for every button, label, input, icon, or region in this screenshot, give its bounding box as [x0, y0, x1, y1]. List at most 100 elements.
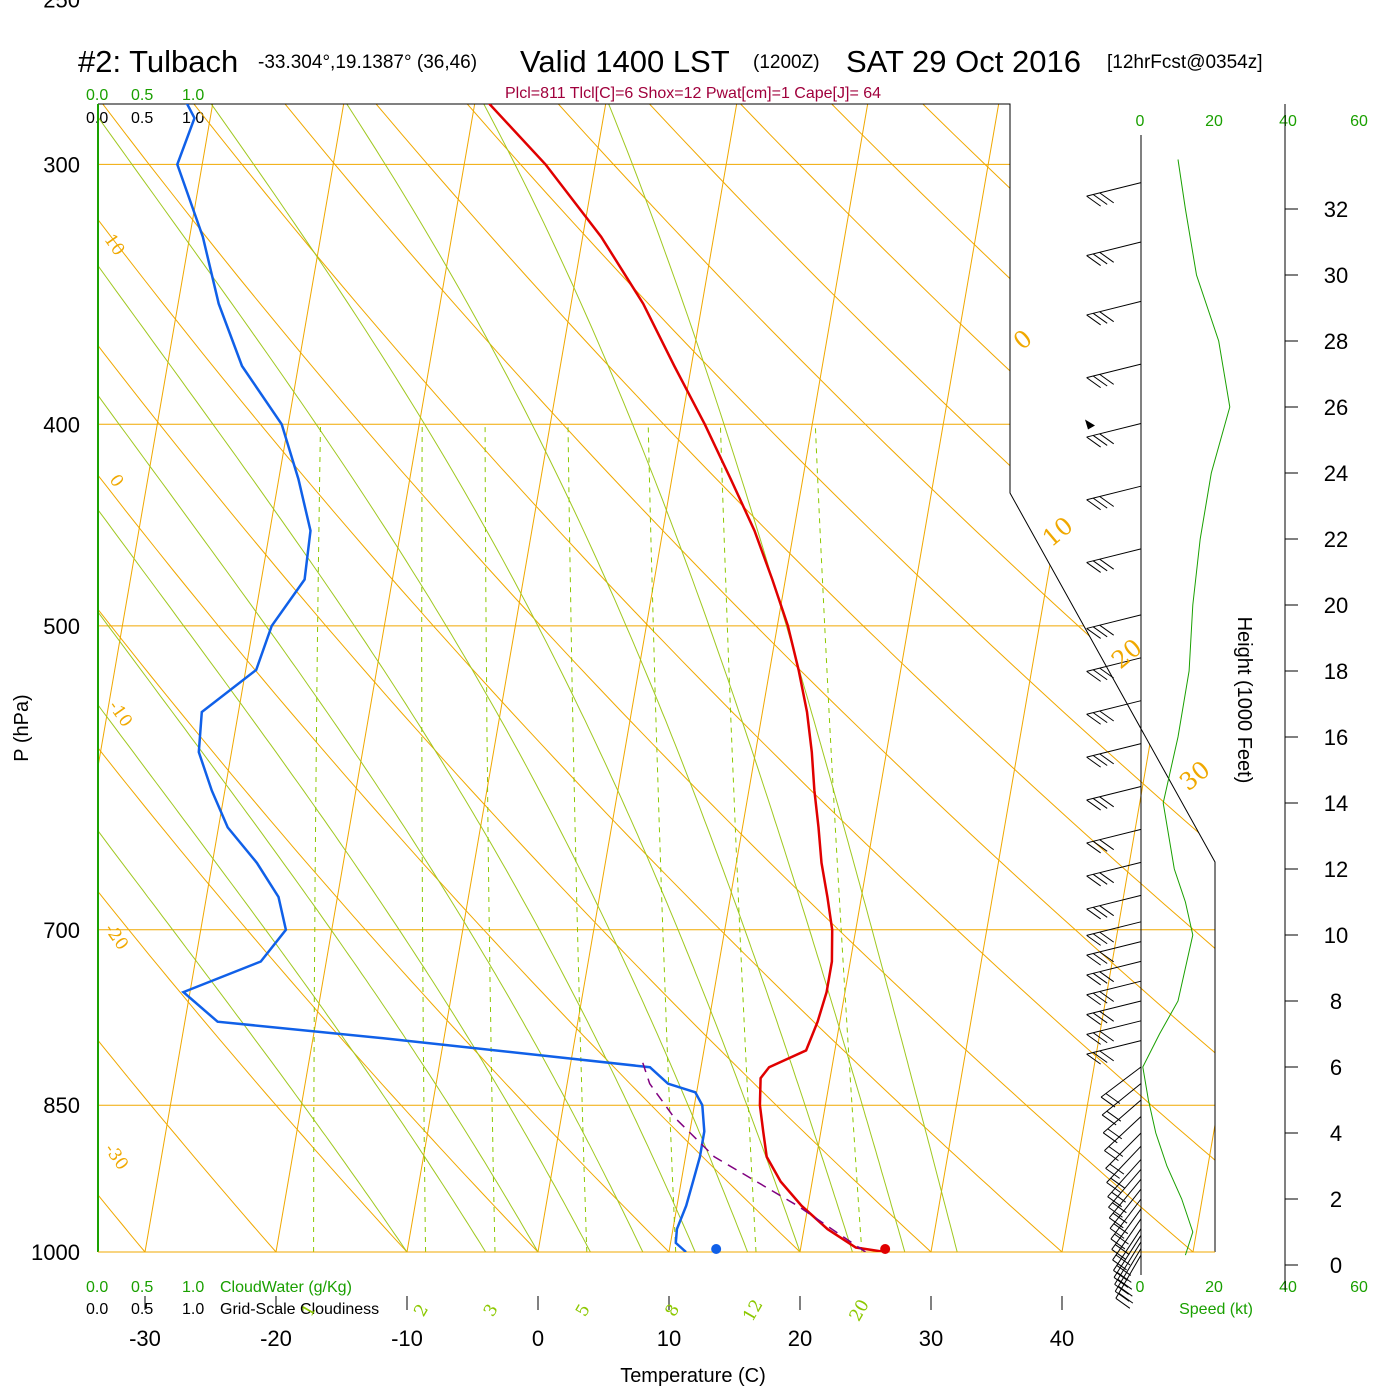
- cloud-scale-bottom: 0.0 0.5 1.0 CloudWater (g/Kg) 0.0 0.5 1.…: [86, 1279, 379, 1318]
- temperature-tick-label: -20: [260, 1326, 292, 1351]
- pressure-axis-title: P (hPa): [11, 694, 33, 761]
- wind-barb-pennant: [1085, 419, 1095, 430]
- moist-adiabat-line: [98, 104, 408, 1252]
- mixing-ratio-line: [647, 424, 677, 1252]
- pressure-axis: 250 300 400 500 700 850 1000: [31, 0, 80, 1265]
- height-tick-label: 30: [1324, 263, 1348, 288]
- cloudiness-tick-bottom: 0.0: [86, 1301, 108, 1318]
- stability-indices: Plcl=811 Tlcl[C]=6 Shox=12 Pwat[cm]=1 Ca…: [505, 85, 881, 102]
- wind-barb: [1086, 182, 1142, 207]
- forecast-run: [12hrFcst@0354z]: [1107, 52, 1263, 73]
- cloudwater-tick-bottom: 0.0: [86, 1279, 108, 1296]
- cloudwater-tick-top: 0.5: [131, 87, 153, 104]
- isotherm-line: [799, 104, 1024, 1252]
- wind-barb: [1100, 1066, 1142, 1108]
- wind-barb: [1086, 1040, 1142, 1065]
- isotherm-label: -20: [100, 920, 132, 954]
- dry-adiabat-line: [98, 104, 989, 1252]
- cloudwater-tick-top: 1.0: [182, 87, 204, 104]
- wind-barb: [1086, 657, 1142, 682]
- profiles: [150, 104, 886, 1252]
- wind-barb: [1086, 614, 1142, 639]
- wind-barb: [1086, 828, 1142, 854]
- dry-adiabat-line: [259, 104, 1215, 1252]
- wind-barb: [1107, 1159, 1142, 1208]
- zulu-time: (1200Z): [753, 52, 820, 73]
- moist-adiabat-line: [98, 104, 487, 1252]
- mixing-ratio-label: 2: [410, 1301, 433, 1320]
- moist-adiabat-line: [403, 104, 906, 1252]
- dry-adiabat-line: [1306, 0, 1400, 1305]
- cloudwater-tick-top: 0.0: [86, 87, 108, 104]
- isotherm-line: [537, 104, 762, 1252]
- pressure-tick-label: 700: [43, 918, 80, 943]
- speed-tick-top: 60: [1350, 113, 1368, 130]
- speed-tick-bottom: 60: [1350, 1279, 1368, 1296]
- height-tick-label: 26: [1324, 395, 1348, 420]
- mixing-ratio-label: 3: [480, 1301, 503, 1320]
- wind-barb: [1086, 700, 1142, 725]
- height-tick-label: 24: [1324, 461, 1348, 486]
- dry-adiabat-line: [98, 104, 1123, 1252]
- temperature-axis-title: Temperature (C): [620, 1365, 766, 1387]
- valid-time: Valid 1400 LST: [520, 44, 730, 79]
- moist-adiabat-line: [110, 104, 801, 1252]
- isotherm-label: 10: [100, 231, 129, 260]
- station-coords: -33.304°,19.1387° (36,46): [258, 52, 477, 73]
- temperature-tick-label: 40: [1050, 1326, 1074, 1351]
- parcel-trace: [642, 1062, 866, 1252]
- wind-barb: [1104, 1116, 1142, 1162]
- isotherm-line: [98, 104, 238, 1252]
- wind-barb: [1102, 1099, 1142, 1144]
- height-tick-label: 32: [1324, 197, 1348, 222]
- height-tick-label: 14: [1324, 791, 1348, 816]
- plot-frame: [98, 103, 1216, 1252]
- wind-barb: [1086, 980, 1142, 1006]
- cloudwater-label: CloudWater (g/Kg): [220, 1279, 352, 1296]
- moist-adiabat-line: [98, 104, 696, 1252]
- isotherm-label: 30: [1174, 755, 1215, 796]
- surface-temperature-dot: [880, 1244, 891, 1254]
- cloudiness-tick-bottom: 1.0: [182, 1301, 204, 1318]
- pressure-tick-label: 300: [43, 152, 80, 177]
- thermo-grid: [98, 0, 1400, 1305]
- mixing-ratio-line: [484, 424, 496, 1252]
- cloudwater-tick-bottom: 1.0: [182, 1279, 204, 1296]
- speed-tick-top: 0: [1136, 113, 1145, 130]
- isotherm-line: [406, 104, 631, 1252]
- dewpoint-profile: [150, 104, 706, 1252]
- height-tick-label: 2: [1330, 1187, 1342, 1212]
- temperature-axis: -30 -20 -10 0 10 20 30 40: [129, 1296, 1074, 1351]
- mixing-ratio-label: 8: [661, 1301, 684, 1320]
- temperature-tick-label: -10: [391, 1326, 423, 1351]
- pressure-tick-label: 250: [43, 0, 80, 13]
- dry-adiabat-line: [98, 104, 723, 1252]
- isotherm-line: [144, 104, 369, 1252]
- dry-adiabat-line: [172, 104, 1215, 1252]
- temperature-tick-label: 30: [919, 1326, 943, 1351]
- isotherm-line: [275, 104, 500, 1252]
- moist-adiabat-line: [98, 104, 644, 1252]
- dry-adiabat-line: [346, 104, 1215, 1252]
- dry-adiabat-line: [98, 104, 1215, 1252]
- dry-adiabat-line: [98, 104, 323, 1252]
- wind-barb: [1106, 1145, 1142, 1193]
- cloudiness-tick-top: 0.5: [131, 110, 153, 127]
- height-tick-label: 28: [1324, 329, 1348, 354]
- height-tick-label: 8: [1330, 989, 1342, 1014]
- speed-tick-bottom: 40: [1279, 1279, 1297, 1296]
- wind-barb: [1086, 894, 1142, 920]
- temperature-tick-label: 10: [657, 1326, 681, 1351]
- wind-barb: [1101, 1083, 1142, 1126]
- mixing-ratio-label: 12: [739, 1296, 767, 1325]
- isotherm-labels-left: 100-10-20-30: [100, 231, 136, 1175]
- moist-adiabat-line: [547, 104, 958, 1252]
- isotherm-line: [1192, 104, 1215, 1252]
- mixing-ratio-line: [814, 424, 863, 1252]
- wind-barb: [1114, 1248, 1142, 1302]
- wind-barb: [1086, 743, 1142, 768]
- dry-adiabat-line: [433, 104, 1215, 1252]
- dry-adiabat-line: [98, 104, 1215, 1252]
